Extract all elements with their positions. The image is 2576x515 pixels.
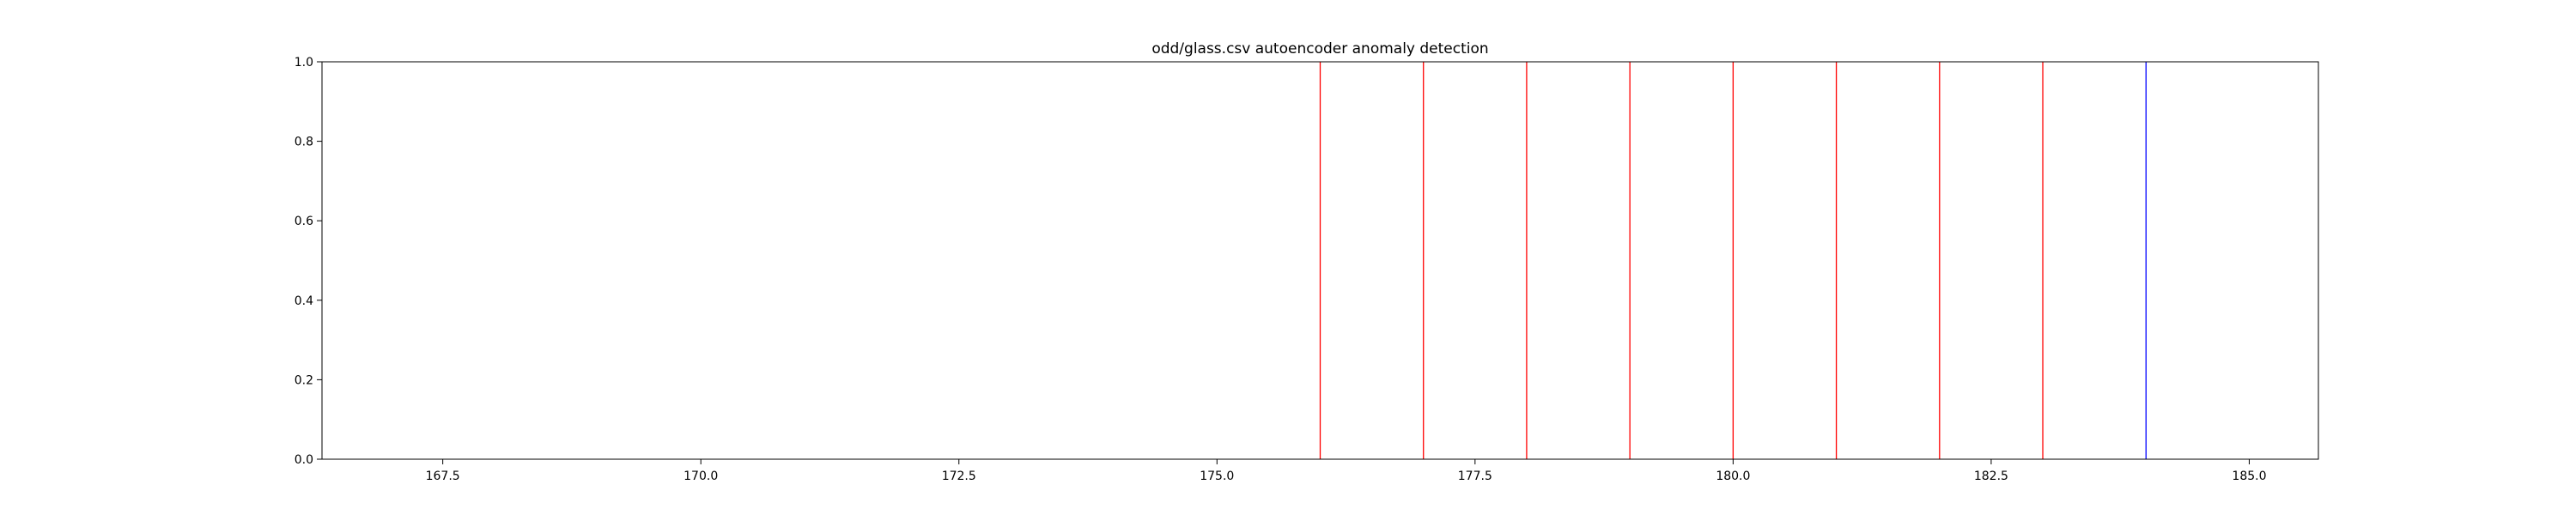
x-tick-label-3: 175.0: [1200, 470, 1234, 483]
y-tick-label-1: 0.2: [295, 373, 313, 387]
y-tick-label-0: 0.0: [295, 453, 313, 467]
chart-title: odd/glass.csv autoencoder anomaly detect…: [1151, 40, 1488, 58]
x-tick-label-2: 172.5: [942, 470, 976, 483]
x-tick-label-1: 170.0: [683, 470, 718, 483]
x-tick-label-0: 167.5: [426, 470, 460, 483]
anomaly-lines: [1319, 62, 2147, 459]
y-tick-label-5: 1.0: [295, 56, 313, 70]
x-tick-label-7: 185.0: [2232, 470, 2266, 483]
y-tick-label-2: 0.4: [295, 294, 313, 308]
x-tick-label-4: 177.5: [1458, 470, 1492, 483]
x-tick-label-6: 182.5: [1974, 470, 2008, 483]
axes: 167.5 170.0 172.5 175.0 177.5 180.0 182.5 185.0…: [295, 56, 2267, 483]
plot-frame: [321, 61, 2319, 460]
x-tick-label-5: 180.0: [1716, 470, 1750, 483]
y-tick-label-3: 0.6: [295, 215, 313, 228]
y-tick-label-4: 0.8: [295, 136, 313, 149]
